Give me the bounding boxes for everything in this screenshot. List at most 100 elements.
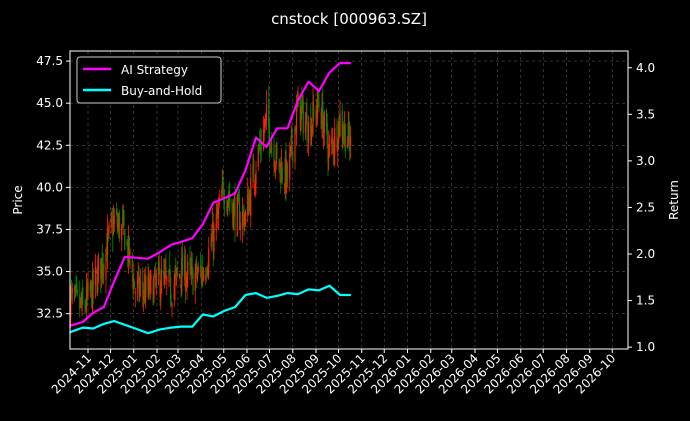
ai-strategy-point bbox=[81, 321, 84, 323]
ai-strategy-point bbox=[123, 256, 126, 258]
chart-title: cnstock [000963.SZ] bbox=[271, 10, 427, 28]
price-candle-body bbox=[150, 274, 152, 280]
price-candle-body bbox=[163, 270, 165, 276]
price-candle-body bbox=[221, 184, 223, 194]
buy-and-hold-point bbox=[234, 306, 236, 308]
price-candle-body bbox=[321, 102, 323, 126]
price-candle-body bbox=[270, 142, 272, 153]
price-candle-body bbox=[304, 121, 307, 133]
price-candle-body bbox=[157, 264, 160, 274]
price-candle-body bbox=[307, 122, 310, 144]
price-candle-body bbox=[284, 157, 286, 190]
price-candle-body bbox=[285, 152, 287, 191]
price-candles bbox=[69, 85, 352, 328]
price-candle-body bbox=[263, 129, 265, 131]
price-candle-body bbox=[148, 281, 151, 295]
price-candle-body bbox=[158, 261, 160, 274]
price-candle-body bbox=[169, 264, 171, 271]
price-candle-body bbox=[328, 144, 331, 147]
price-candle-body bbox=[208, 248, 210, 268]
price-candle-body bbox=[326, 123, 328, 145]
price-candle-body bbox=[178, 274, 181, 278]
price-candle-body bbox=[252, 163, 254, 176]
price-candle-body bbox=[122, 215, 124, 227]
ai-strategy-point bbox=[244, 169, 247, 171]
price-candle-body bbox=[341, 110, 343, 136]
buy-and-hold-point bbox=[92, 327, 95, 330]
price-candle-body bbox=[108, 224, 110, 233]
price-candle-body bbox=[143, 283, 145, 293]
price-candle-body bbox=[154, 268, 156, 277]
price-candle-body bbox=[339, 114, 341, 137]
price-candle-body bbox=[239, 223, 241, 231]
price-candle-body bbox=[92, 270, 94, 290]
price-candle-body bbox=[166, 276, 168, 281]
price-candle-body bbox=[195, 262, 197, 270]
price-candle-body bbox=[202, 273, 205, 280]
price-candle-body bbox=[317, 97, 319, 104]
ai-strategy-point bbox=[134, 256, 137, 259]
price-candle-body bbox=[342, 135, 344, 142]
price-candle-body bbox=[310, 127, 313, 145]
price-candle-body bbox=[160, 269, 163, 294]
price-candle-body bbox=[333, 149, 335, 155]
price-candle-body bbox=[152, 279, 154, 306]
right-y-axis-label: Return bbox=[667, 180, 681, 220]
ai-strategy-point bbox=[307, 80, 310, 83]
price-candle-body bbox=[338, 115, 340, 134]
buy-and-hold-point bbox=[147, 332, 149, 334]
price-candle-body bbox=[238, 193, 240, 203]
price-candle-body bbox=[181, 252, 184, 277]
ai-strategy-point bbox=[286, 127, 289, 130]
price-candle-body bbox=[105, 248, 107, 280]
price-candle-body bbox=[133, 281, 136, 288]
price-candle-body bbox=[95, 269, 97, 271]
price-candle-body bbox=[216, 208, 218, 219]
price-candle-body bbox=[100, 258, 102, 280]
price-candle-body bbox=[271, 144, 273, 145]
price-candle-body bbox=[89, 284, 91, 291]
buy-and-hold-point bbox=[307, 288, 310, 291]
price-candle-body bbox=[70, 290, 73, 291]
price-candle-body bbox=[181, 258, 183, 292]
buy-and-hold-point bbox=[297, 293, 299, 295]
price-candle-body bbox=[131, 255, 133, 273]
price-candle-body bbox=[197, 266, 199, 271]
price-candle-body bbox=[138, 273, 140, 296]
price-candle-body bbox=[280, 162, 283, 183]
price-candle-body bbox=[346, 143, 349, 149]
price-candle-body bbox=[211, 238, 213, 243]
price-candle-body bbox=[100, 258, 103, 274]
left-y-tick-label: 35.0 bbox=[36, 265, 63, 279]
price-candle-body bbox=[80, 298, 82, 306]
price-candle-body bbox=[279, 162, 281, 168]
price-candle-body bbox=[192, 270, 194, 295]
price-candle-body bbox=[165, 266, 167, 277]
price-candle-body bbox=[103, 263, 105, 273]
price-candle-body bbox=[194, 273, 196, 291]
right-y-tick-label: 2.0 bbox=[636, 247, 655, 261]
price-candle-body bbox=[118, 214, 121, 239]
right-y-tick-label: 1.5 bbox=[636, 294, 655, 308]
price-candle-body bbox=[191, 264, 193, 267]
price-candle-body bbox=[322, 100, 324, 138]
price-candle-body bbox=[262, 129, 265, 149]
ai-strategy-point bbox=[265, 146, 268, 148]
price-candle-body bbox=[160, 289, 162, 301]
left-y-tick-label: 45.0 bbox=[36, 96, 63, 110]
price-candle-body bbox=[290, 136, 292, 143]
price-candle-body bbox=[112, 222, 114, 238]
price-candle-body bbox=[126, 242, 128, 245]
legend-label-buy-and-hold: Buy-and-Hold bbox=[121, 84, 202, 98]
price-candle-body bbox=[97, 265, 99, 293]
price-candle-body bbox=[90, 281, 92, 286]
price-candle-body bbox=[207, 268, 209, 276]
price-candle-body bbox=[236, 196, 238, 237]
price-candle-body bbox=[170, 301, 172, 303]
price-candle-body bbox=[155, 274, 157, 285]
right-y-tick-label: 3.0 bbox=[636, 154, 655, 168]
price-candle-body bbox=[348, 122, 350, 139]
price-candle-body bbox=[322, 126, 325, 140]
price-candle-body bbox=[289, 145, 292, 153]
price-candle-body bbox=[145, 275, 147, 298]
